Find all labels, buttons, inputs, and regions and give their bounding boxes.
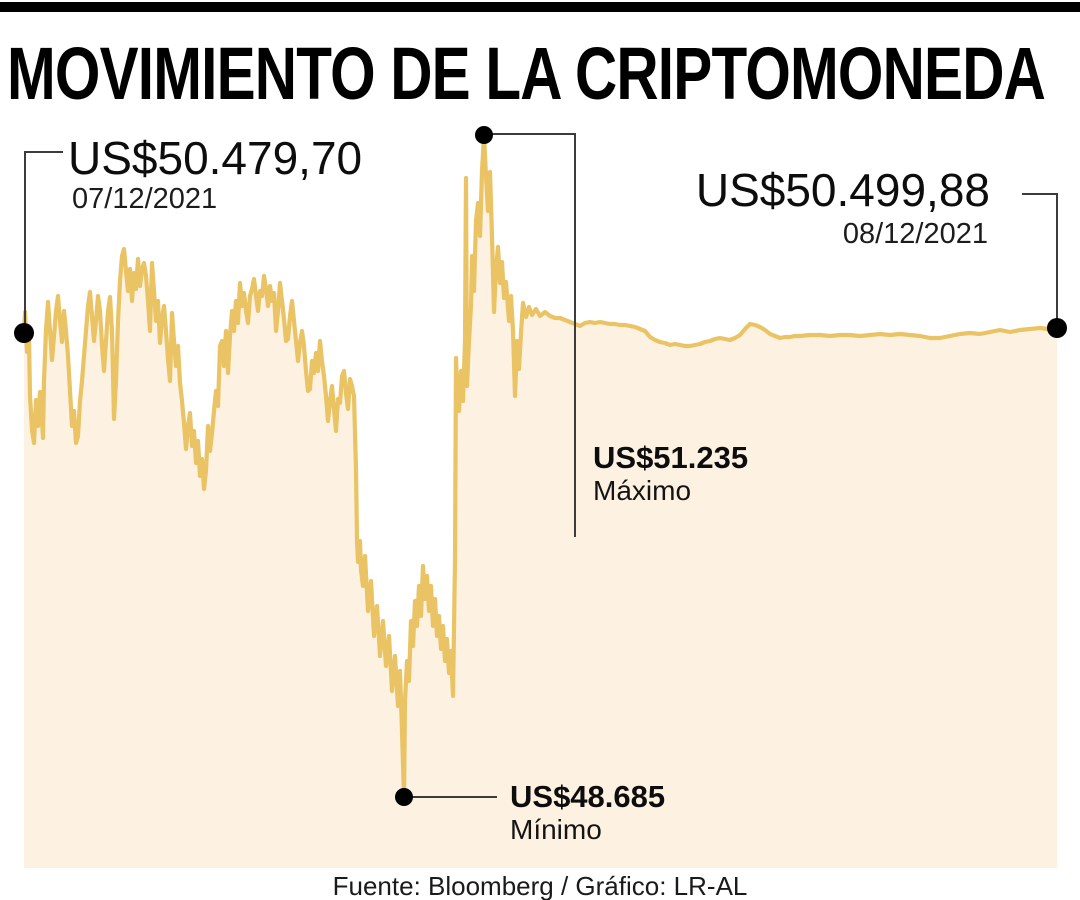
chart-title: MOVIMIENTO DE LA CRIPTOMONEDA: [7, 32, 1046, 115]
min-price-value: US$48.685: [510, 779, 666, 814]
start-callout-connector: [24, 151, 63, 333]
max-price-value: US$51.235: [593, 440, 749, 475]
end-date: 08/12/2021: [842, 218, 988, 250]
min-label: Mínimo: [510, 814, 602, 845]
max-callout-connector: [484, 133, 576, 537]
top-rule-bar: [0, 2, 1080, 12]
end-price-value: US$50.499,88: [695, 164, 990, 216]
min-marker-dot: [395, 788, 413, 806]
max-label: Máximo: [593, 475, 692, 506]
end-callout-connector: [1022, 193, 1058, 328]
start-price-value: US$50.479,70: [68, 132, 363, 184]
start-marker-dot: [14, 323, 34, 343]
max-marker-dot: [475, 126, 493, 144]
price-line: [21, 133, 1060, 800]
source-credit: Fuente: Bloomberg / Gráfico: LR-AL: [332, 871, 748, 900]
end-marker-dot: [1047, 318, 1067, 338]
start-date: 07/12/2021: [72, 183, 218, 215]
